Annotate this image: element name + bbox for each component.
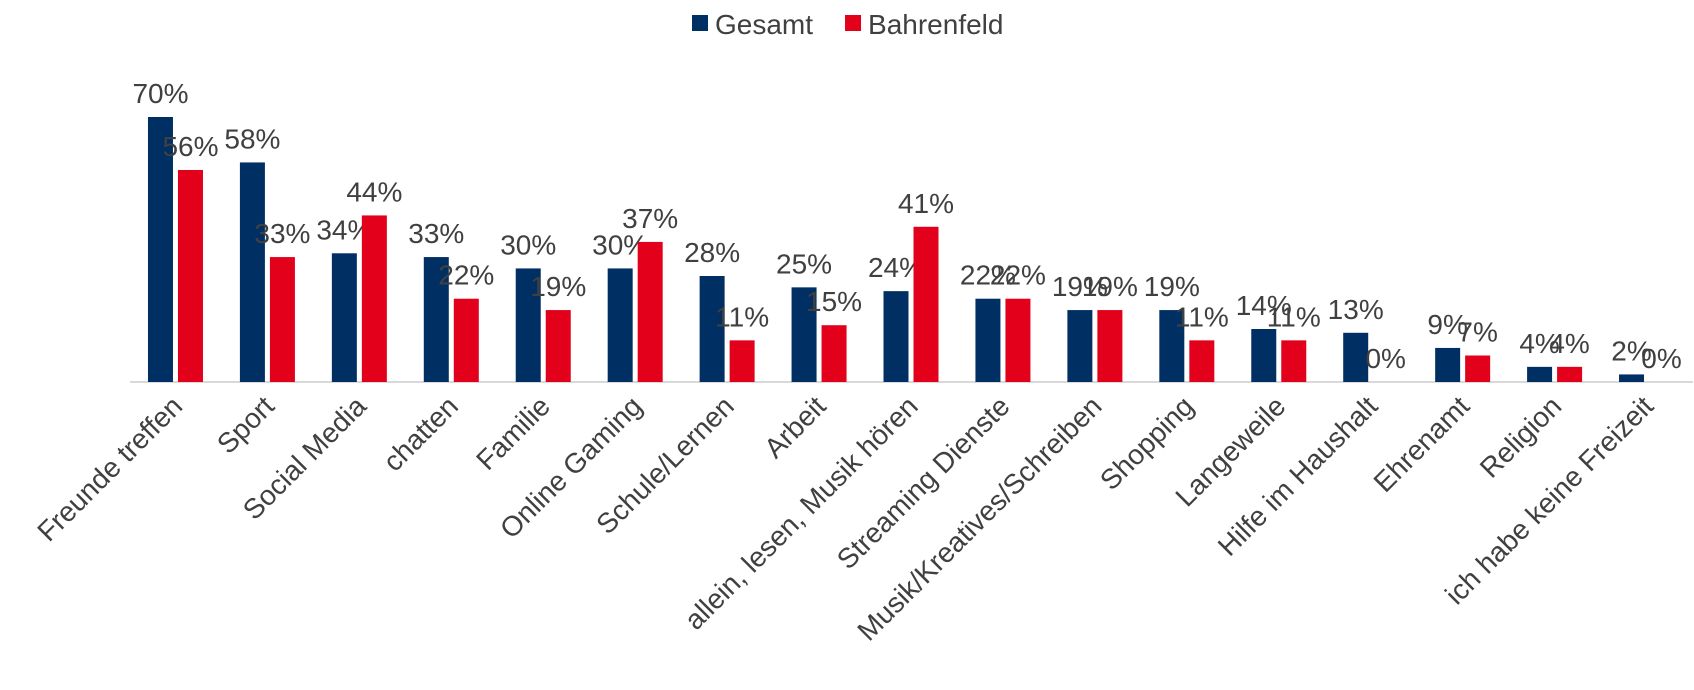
data-label: 11%: [1175, 301, 1229, 332]
legend-swatch: [845, 15, 862, 31]
data-label: 70%: [132, 78, 188, 109]
data-label: 19%: [1052, 271, 1108, 302]
bar: [361, 215, 387, 382]
data-label: 22%: [990, 260, 1046, 291]
x-tick-label: Familie: [470, 390, 556, 476]
data-label: 0%: [1641, 343, 1681, 374]
data-label: 4%: [1549, 328, 1589, 359]
bar: [1251, 329, 1277, 382]
data-label: 19%: [1082, 271, 1138, 302]
data-label: 37%: [622, 203, 678, 234]
data-label: 0%: [1365, 343, 1405, 374]
data-label: 7%: [1457, 317, 1497, 348]
data-label: 15%: [806, 286, 862, 317]
bar: [515, 268, 541, 382]
data-label: 11%: [715, 301, 769, 332]
data-label: 19%: [1144, 271, 1200, 302]
data-label: 22%: [960, 260, 1016, 291]
data-label: 4%: [1519, 328, 1559, 359]
bar: [239, 162, 265, 382]
data-label: 14%: [1236, 290, 1292, 321]
x-tick-label: Hilfe im Haushalt: [1212, 390, 1384, 562]
legend-label: Gesamt: [715, 9, 813, 40]
bar: [545, 310, 571, 382]
bar: [1435, 347, 1461, 382]
bar: [821, 325, 847, 382]
legend-swatch: [692, 15, 708, 31]
data-label: 33%: [408, 218, 464, 249]
x-tick-label: Religion: [1474, 390, 1567, 483]
bar: [269, 257, 295, 382]
bar: [1465, 355, 1491, 382]
bar: [975, 298, 1001, 382]
data-label: 19%: [530, 271, 586, 302]
bar: [1343, 332, 1369, 382]
data-label: 28%: [684, 237, 740, 268]
bar: [1281, 340, 1307, 382]
data-label: 56%: [162, 131, 218, 162]
bar: [177, 170, 203, 382]
bar: [913, 226, 939, 382]
bar: [331, 253, 357, 382]
bar: [453, 298, 479, 382]
x-tick-label: Sport: [211, 390, 280, 459]
bar: [1619, 374, 1645, 382]
bar: [729, 340, 755, 382]
data-label: 44%: [346, 176, 402, 207]
bar: [1005, 298, 1031, 382]
data-label: 33%: [254, 218, 310, 249]
data-label: 25%: [776, 248, 832, 279]
data-label: 9%: [1427, 309, 1467, 340]
bar: [1527, 366, 1553, 382]
x-tick-label: Arbeit: [758, 390, 832, 464]
x-tick-label: Freunde treffen: [31, 390, 188, 547]
data-label: 13%: [1328, 294, 1384, 325]
legend-label: Bahrenfeld: [868, 9, 1003, 40]
data-label: 30%: [500, 229, 556, 260]
bar: [1097, 310, 1123, 382]
bar: [699, 276, 725, 382]
bar: [607, 268, 633, 382]
bar: [883, 291, 909, 382]
data-label: 58%: [224, 123, 280, 154]
bar: [423, 257, 449, 382]
x-tick-label: Ehrenamt: [1368, 390, 1476, 498]
data-label: 11%: [1267, 301, 1321, 332]
data-label: 2%: [1611, 335, 1651, 366]
data-label: 41%: [898, 188, 954, 219]
bar: [1189, 340, 1215, 382]
bar: [1557, 366, 1583, 382]
x-tick-label: chatten: [377, 390, 464, 477]
data-label: 22%: [438, 260, 494, 291]
x-tick-label: Streaming Dienste: [831, 390, 1016, 575]
bar: [1159, 310, 1185, 382]
bar: [1067, 310, 1093, 382]
bar: [791, 287, 817, 382]
bar: [637, 241, 663, 382]
bar: [147, 117, 173, 382]
